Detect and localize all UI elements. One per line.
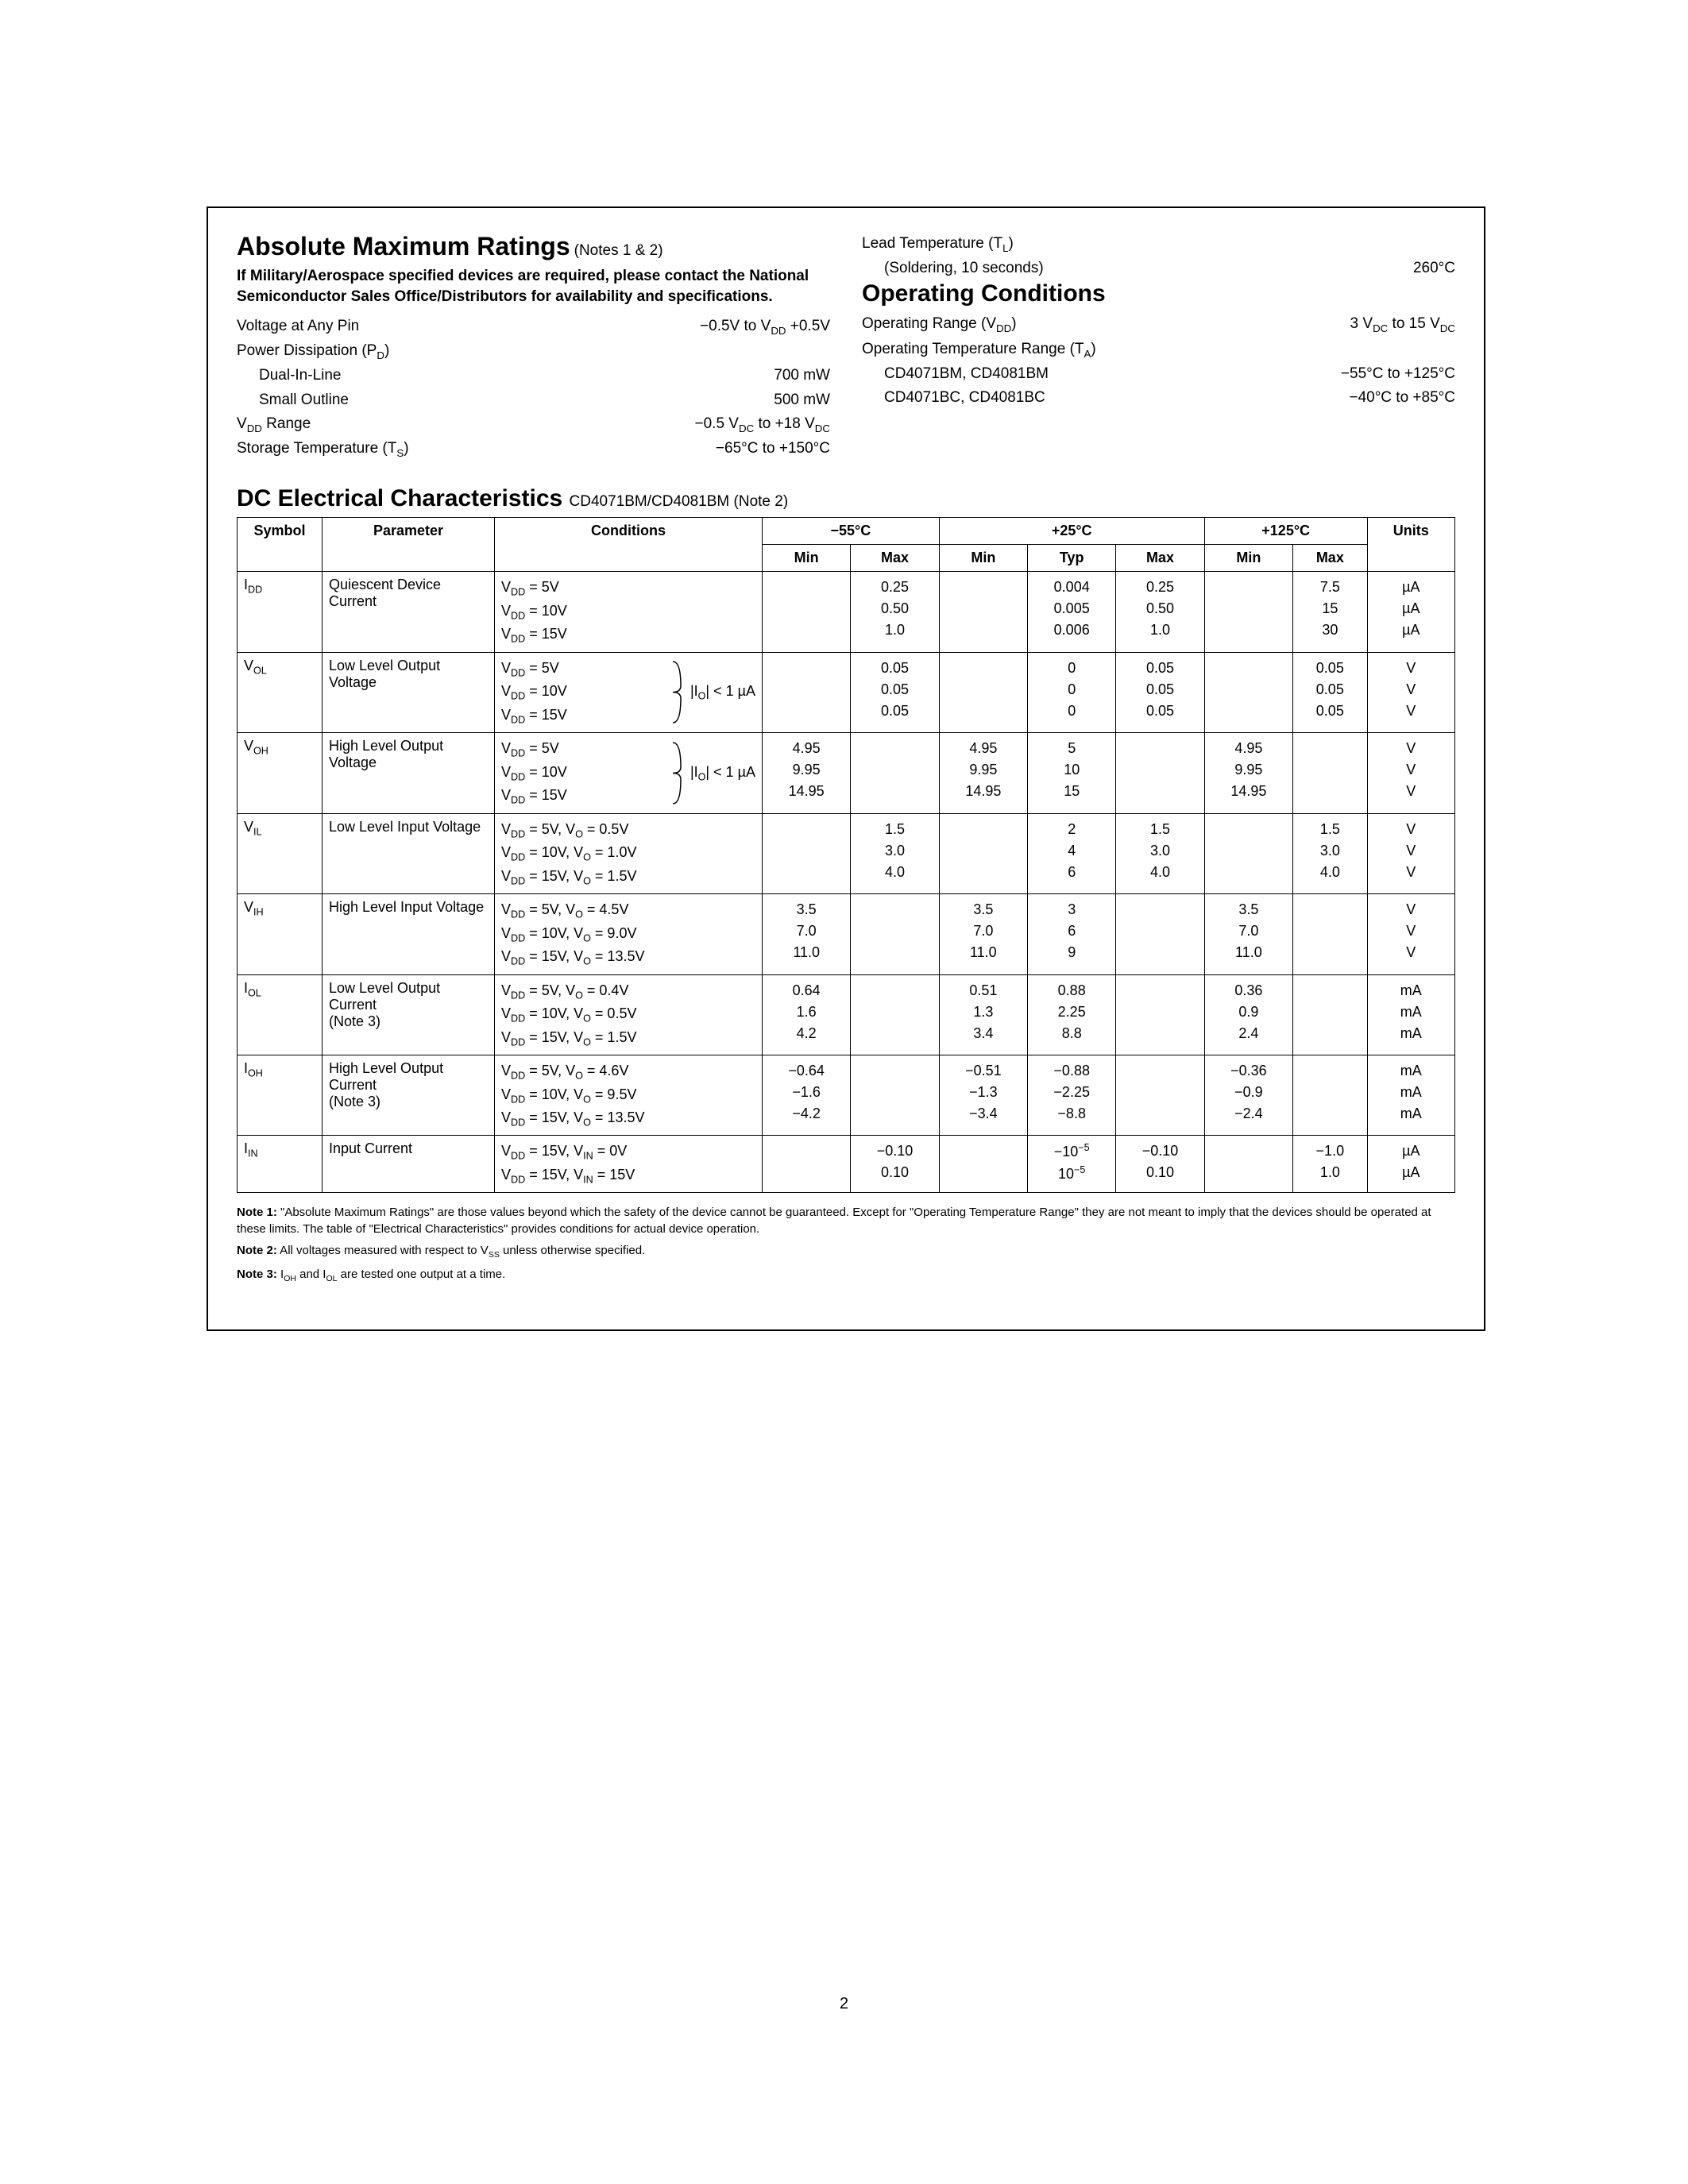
note-1: Note 1: "Absolute Maximum Ratings" are t…: [237, 1204, 1455, 1237]
table-row: VILLow Level Input VoltageVDD = 5V, VO =…: [238, 813, 1455, 893]
storage-label: Storage Temperature (TS): [237, 437, 409, 461]
th-t1-min: Min: [763, 545, 851, 572]
top-section: Absolute Maximum Ratings (Notes 1 & 2) I…: [237, 232, 1455, 461]
th-t2-typ: Typ: [1028, 545, 1116, 572]
dc-title: DC Electrical Characteristics: [237, 485, 562, 511]
th-t1-max: Max: [851, 545, 939, 572]
th-t3: +125°C: [1204, 518, 1367, 545]
page-number: 2: [0, 1995, 1688, 2013]
th-units: Units: [1367, 518, 1454, 572]
table-row: VIHHigh Level Input VoltageVDD = 5V, VO …: [238, 894, 1455, 974]
datasheet-frame: Absolute Maximum Ratings (Notes 1 & 2) I…: [207, 206, 1485, 1331]
bc-val: −40°C to +85°C: [1349, 386, 1455, 410]
lead-sub: (Soldering, 10 seconds): [884, 257, 1044, 280]
abs-title: Absolute Maximum Ratings: [237, 232, 570, 260]
th-t2-min: Min: [939, 545, 1027, 572]
th-t3-max: Max: [1293, 545, 1368, 572]
bc-label: CD4071BC, CD4081BC: [884, 386, 1045, 410]
table-row: VOLLow Level Output VoltageVDD = 5VVDD =…: [238, 652, 1455, 732]
op-cond-column: Lead Temperature (TL) (Soldering, 10 sec…: [862, 232, 1455, 461]
pd-label: Power Dissipation (PD): [237, 339, 389, 364]
table-row: IDDQuiescent Device CurrentVDD = 5VVDD =…: [238, 572, 1455, 652]
note-3: Note 3: IOH and IOL are tested one outpu…: [237, 1266, 1455, 1285]
note-2: Note 2: All voltages measured with respe…: [237, 1242, 1455, 1261]
abs-title-note: (Notes 1 & 2): [574, 242, 663, 259]
table-row: IOLLow Level Output Current (Note 3)VDD …: [238, 974, 1455, 1055]
vdd-range-label: VDD Range: [237, 412, 311, 437]
voltage-pin-val: −0.5V to VDD +0.5V: [700, 314, 830, 339]
bm-val: −55°C to +125°C: [1341, 362, 1455, 386]
table-row: IOHHigh Level Output Current (Note 3)VDD…: [238, 1055, 1455, 1136]
dc-table: Symbol Parameter Conditions −55°C +25°C …: [237, 517, 1455, 1193]
table-row: VOHHigh Level Output VoltageVDD = 5VVDD …: [238, 733, 1455, 813]
lead-val: 260°C: [1413, 257, 1455, 280]
op-range-label: Operating Range (VDD): [862, 312, 1017, 337]
th-parameter: Parameter: [323, 518, 495, 572]
table-row: IINInput CurrentVDD = 15V, VIN = 0VVDD =…: [238, 1136, 1455, 1193]
op-temp-label: Operating Temperature Range (TA): [862, 338, 1096, 362]
abs-max-column: Absolute Maximum Ratings (Notes 1 & 2) I…: [237, 232, 830, 461]
notes-block: Note 1: "Absolute Maximum Ratings" are t…: [237, 1204, 1455, 1284]
storage-val: −65°C to +150°C: [716, 437, 830, 461]
dc-subtitle: CD4071BM/CD4081BM (Note 2): [570, 493, 789, 510]
op-range-val: 3 VDC to 15 VDC: [1350, 312, 1455, 337]
voltage-pin-label: Voltage at Any Pin: [237, 314, 359, 339]
dual-val: 700 mW: [774, 364, 830, 388]
th-t1: −55°C: [763, 518, 940, 545]
lead-label: Lead Temperature (TL): [862, 232, 1014, 257]
dual-label: Dual-In-Line: [259, 364, 342, 388]
bm-label: CD4071BM, CD4081BM: [884, 362, 1049, 386]
vdd-range-val: −0.5 VDC to +18 VDC: [695, 412, 831, 437]
th-t2: +25°C: [939, 518, 1204, 545]
military-note: If Military/Aerospace specified devices …: [237, 266, 830, 307]
th-t2-max: Max: [1116, 545, 1204, 572]
small-val: 500 mW: [774, 388, 830, 412]
small-label: Small Outline: [259, 388, 349, 412]
th-symbol: Symbol: [238, 518, 323, 572]
op-title: Operating Conditions: [862, 280, 1455, 307]
th-conditions: Conditions: [495, 518, 763, 572]
th-t3-min: Min: [1204, 545, 1292, 572]
